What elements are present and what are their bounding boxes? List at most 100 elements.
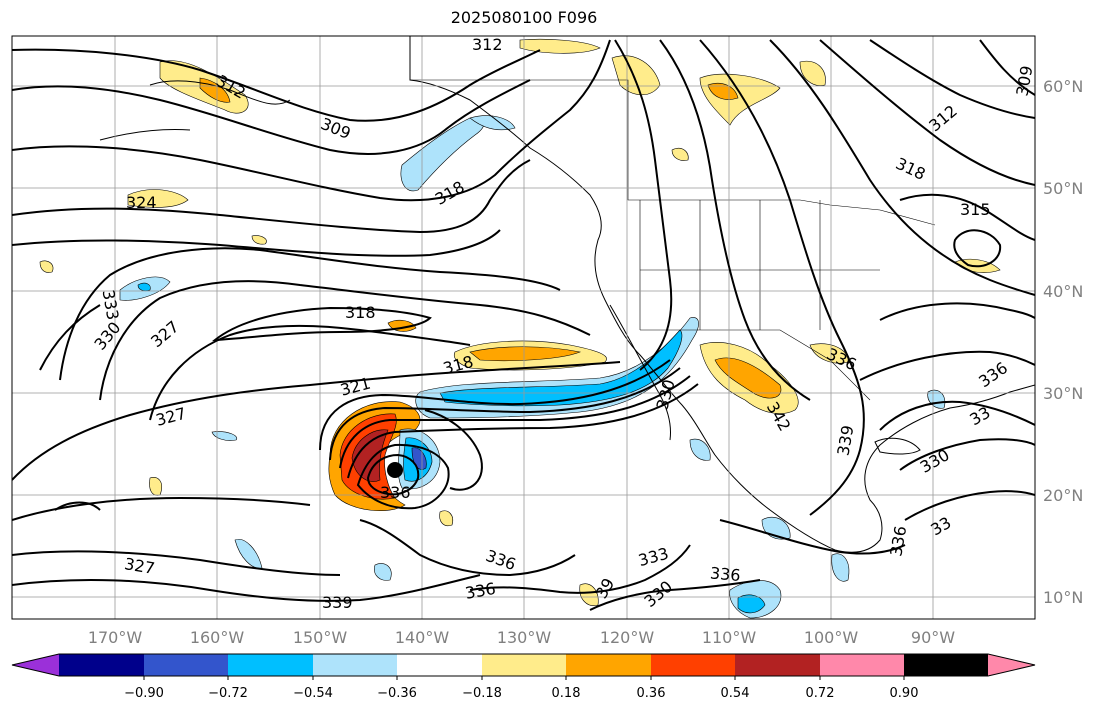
colorbar-tick-label: −0.72 bbox=[208, 686, 248, 701]
contour bbox=[99, 280, 591, 401]
cyclone-center-marker bbox=[387, 462, 403, 478]
contour bbox=[979, 39, 1035, 96]
shade-yellow bbox=[579, 583, 599, 606]
contour bbox=[12, 48, 541, 122]
contour bbox=[39, 304, 101, 371]
contour bbox=[819, 39, 1035, 186]
lon-label: 120°W bbox=[600, 628, 655, 647]
contour-label: 315 bbox=[960, 200, 991, 219]
contour bbox=[359, 519, 576, 577]
contour bbox=[899, 193, 1035, 241]
alaska-border bbox=[409, 36, 629, 100]
lat-label: 30°N bbox=[1043, 384, 1083, 403]
baja-coast bbox=[609, 304, 671, 441]
shade-yellow bbox=[127, 189, 189, 208]
lon-label: 160°W bbox=[190, 628, 245, 647]
aleutian-coast bbox=[99, 80, 291, 141]
contour bbox=[347, 383, 699, 479]
shade-lightblue bbox=[831, 553, 850, 582]
lon-label: 140°W bbox=[395, 628, 450, 647]
map-title: 2025080100 F096 bbox=[450, 8, 598, 27]
shade-lightblue bbox=[374, 563, 392, 581]
colorbar-outline bbox=[11, 653, 1036, 677]
contour bbox=[769, 39, 1035, 296]
shade-yellow bbox=[799, 60, 826, 86]
shade-yellow bbox=[809, 343, 849, 364]
shade-orange bbox=[707, 82, 739, 100]
contour-label: 312 bbox=[472, 35, 503, 54]
colorbar-tick-label: −0.18 bbox=[462, 686, 502, 701]
contour bbox=[659, 39, 811, 401]
lat-label: 60°N bbox=[1043, 77, 1083, 96]
colorbar-swatch bbox=[482, 654, 566, 676]
contour-label: 336 bbox=[709, 563, 741, 585]
colorbar-tick-label: 0.36 bbox=[637, 686, 666, 701]
colorbar-swatch bbox=[313, 654, 397, 676]
lon-label: 90°W bbox=[911, 628, 955, 647]
contour bbox=[899, 438, 1035, 471]
colorbar-swatch bbox=[904, 654, 988, 676]
contour-label: 318 bbox=[345, 303, 376, 322]
lat-label: 10°N bbox=[1043, 588, 1083, 607]
shade-yellow bbox=[439, 510, 453, 527]
contour bbox=[12, 550, 341, 576]
longitude-labels: 170°W 160°W 150°W 140°W 130°W 120°W 110°… bbox=[88, 628, 955, 647]
map-background bbox=[12, 36, 1035, 619]
lat-label: 20°N bbox=[1043, 486, 1083, 505]
lat-label: 40°N bbox=[1043, 282, 1083, 301]
colorbar-tick-label: 0.54 bbox=[721, 686, 750, 701]
shade-yellow bbox=[671, 148, 689, 161]
contour bbox=[469, 544, 691, 594]
lon-label: 170°W bbox=[88, 628, 143, 647]
contour bbox=[149, 324, 471, 421]
colorbar-swatch bbox=[651, 654, 735, 676]
contour bbox=[339, 375, 691, 469]
contour-lines bbox=[12, 39, 1035, 611]
contour bbox=[904, 490, 1035, 521]
colorbar: −0.90 −0.72 −0.54 −0.36 −0.18 0.18 0.36 … bbox=[11, 653, 1036, 701]
lon-label: 130°W bbox=[497, 628, 552, 647]
contour bbox=[953, 229, 1002, 268]
contour bbox=[869, 39, 1035, 119]
contour bbox=[589, 579, 761, 611]
contour bbox=[319, 359, 671, 451]
colorbar-tick-label: 0.18 bbox=[552, 686, 581, 701]
contour bbox=[879, 302, 1035, 321]
colorbar-swatch bbox=[59, 654, 144, 676]
shade-orange bbox=[714, 357, 782, 399]
colorbar-tick-label: 0.72 bbox=[806, 686, 835, 701]
contour bbox=[12, 574, 481, 602]
shade-darkred bbox=[351, 429, 389, 482]
colorbar-tick-label: −0.90 bbox=[124, 686, 164, 701]
contour bbox=[12, 229, 501, 257]
lon-label: 150°W bbox=[293, 628, 348, 647]
map-frame bbox=[11, 35, 1036, 620]
contour bbox=[54, 501, 101, 511]
shade-lightblue bbox=[211, 431, 238, 441]
contour bbox=[211, 306, 432, 342]
latitude-labels: 60°N 50°N 40°N 30°N 20°N 10°N bbox=[1043, 77, 1083, 607]
contour bbox=[859, 350, 1035, 381]
coastlines bbox=[99, 36, 1035, 553]
cuba bbox=[874, 437, 921, 455]
colorbar-swatch bbox=[820, 654, 904, 676]
contour bbox=[719, 519, 906, 555]
map-area: 312 312 309 324 318 309 312 318 315 333 … bbox=[12, 35, 1036, 619]
colorbar-tick-label: 0.90 bbox=[890, 686, 919, 701]
lat-label: 50°N bbox=[1043, 179, 1083, 198]
colorbar-tick-label: −0.36 bbox=[377, 686, 417, 701]
shade-blue bbox=[137, 282, 151, 292]
shade-yellow bbox=[251, 235, 267, 245]
contour bbox=[614, 39, 673, 371]
state-borders bbox=[639, 200, 880, 401]
colorbar-ticks bbox=[143, 676, 905, 680]
contour bbox=[12, 79, 531, 155]
north-america-coast bbox=[409, 36, 1035, 553]
colorbar-swatch bbox=[397, 654, 482, 676]
contour-label: 336 bbox=[380, 483, 411, 502]
shade-yellow bbox=[611, 55, 661, 96]
contour-label: 309 bbox=[1012, 64, 1036, 97]
contour bbox=[699, 39, 865, 516]
shade-blue bbox=[737, 594, 766, 614]
